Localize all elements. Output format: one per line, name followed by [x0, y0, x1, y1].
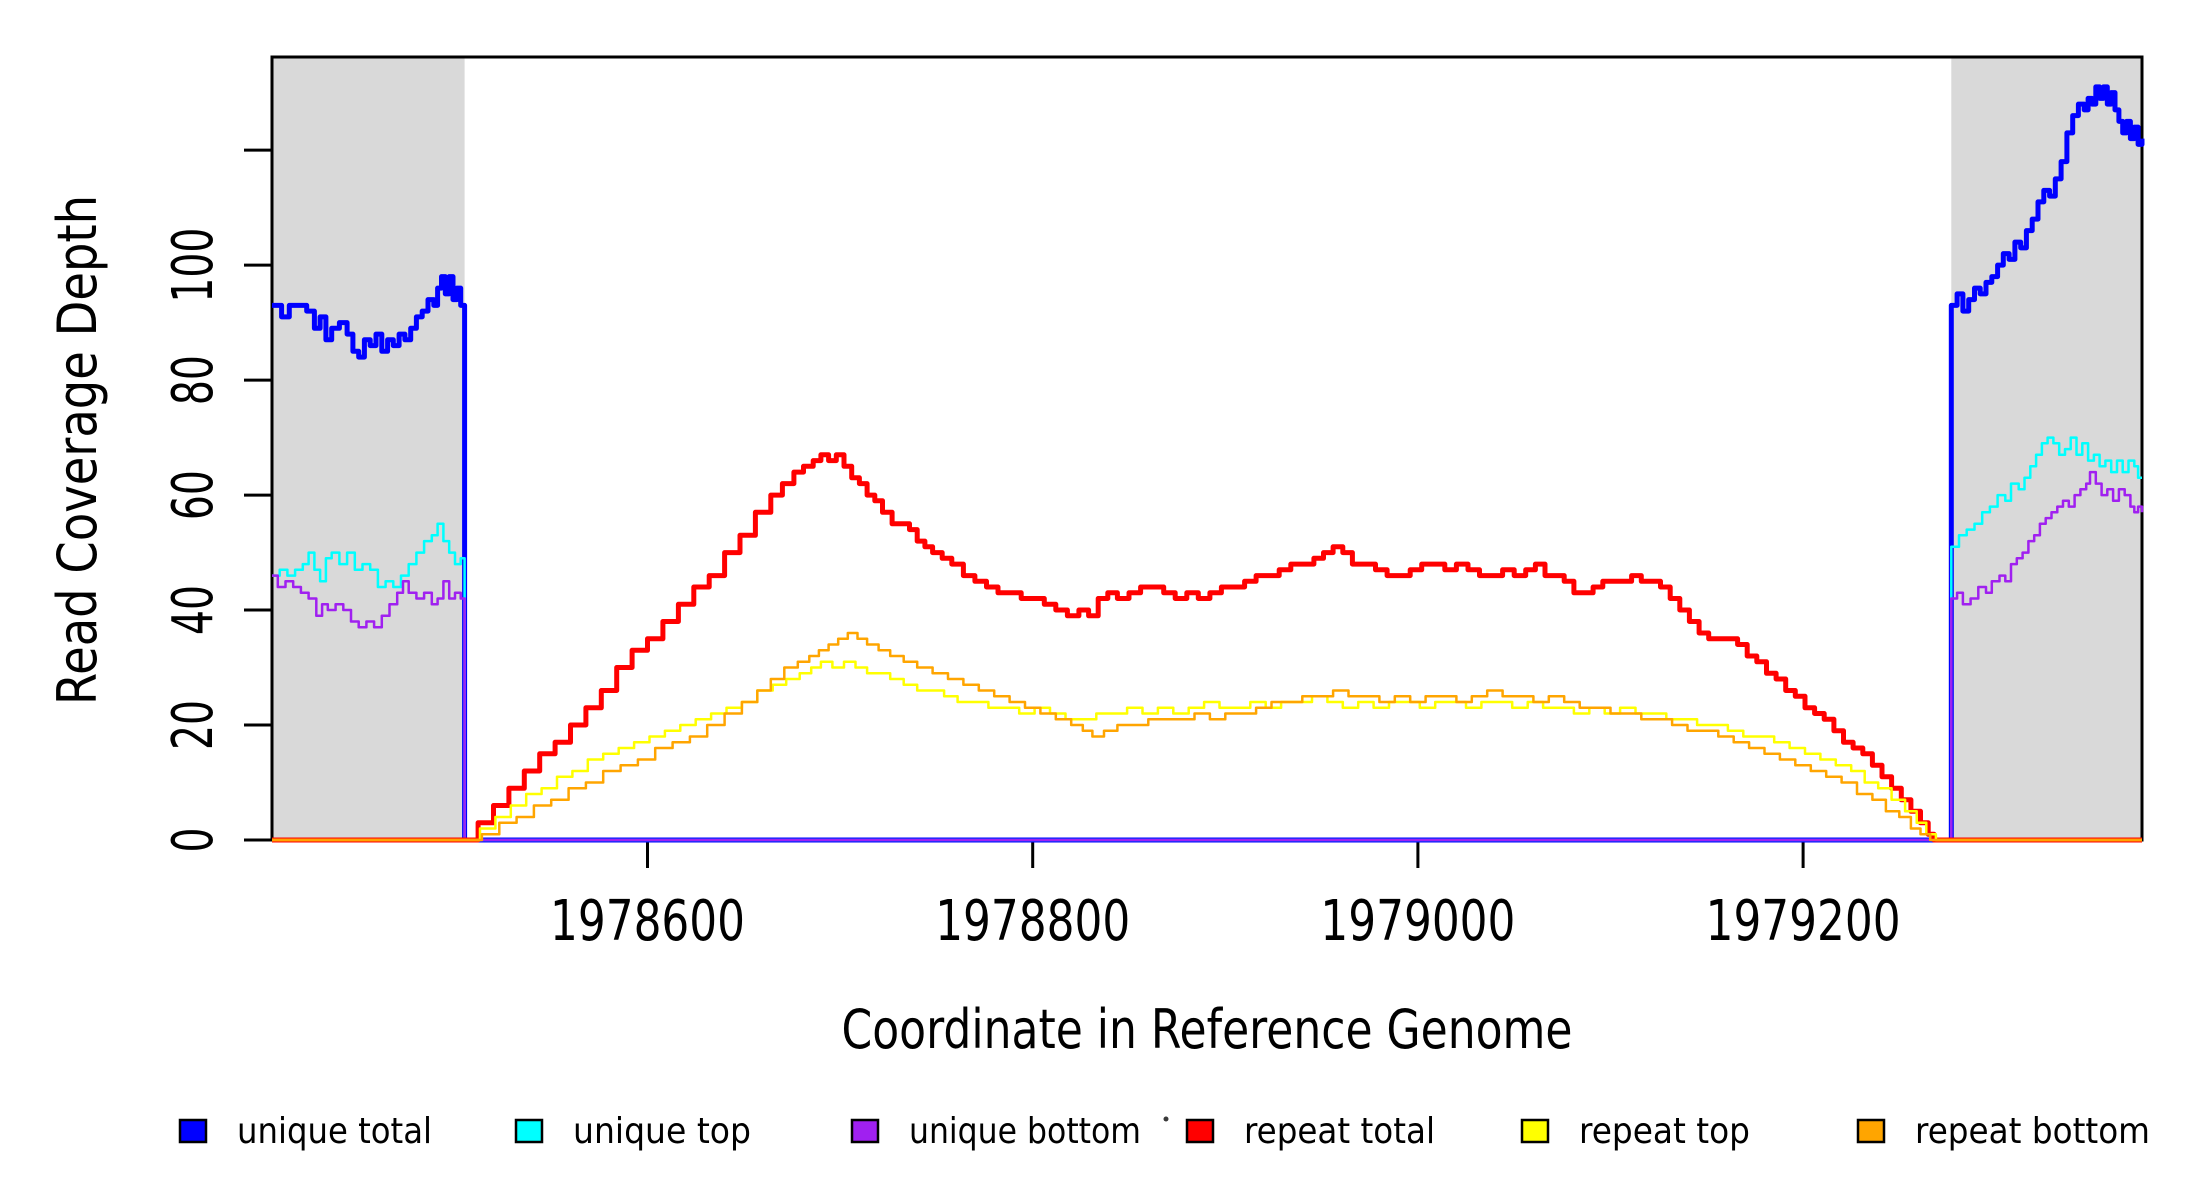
legend-swatch-unique-bottom	[850, 1118, 880, 1144]
shaded-region-right-unique-flank	[1951, 57, 2142, 840]
y-tick-label-100: 100	[161, 228, 226, 303]
y-tick-label-60: 60	[161, 470, 226, 520]
axis-tick-labels-layer: 1978600 1978800 1979000 1979200 0 20 40 60 80 100	[161, 228, 1901, 954]
legend-label-unique-bottom: unique bottom	[909, 1111, 1141, 1152]
series-line-repeat-bottom	[272, 631, 2142, 842]
legend-label-unique-top: unique top	[573, 1111, 751, 1152]
legend-swatch-repeat-total	[1185, 1118, 1215, 1144]
series-line-repeat-total	[272, 452, 2142, 843]
series-lines-layer	[272, 84, 2145, 843]
series-line-unique-top	[272, 436, 2142, 842]
legend-swatch-repeat-bottom	[1856, 1118, 1886, 1144]
x-tick-label-1979200: 1979200	[1706, 889, 1901, 954]
legend-label-repeat-bottom: repeat bottom	[1915, 1111, 2150, 1152]
legend-label-repeat-total: repeat total	[1244, 1111, 1435, 1152]
legend-item-unique-top: unique top	[514, 1111, 751, 1152]
legend-item-repeat-total: repeat total	[1185, 1111, 1435, 1152]
plot-box-layer	[270, 55, 2144, 842]
x-tick-label-1979000: 1979000	[1320, 889, 1515, 954]
legend-item-repeat-top: repeat top	[1520, 1111, 1750, 1152]
plot-box	[270, 55, 2144, 842]
legend: unique total unique top unique bottom repea…	[178, 1111, 2150, 1152]
y-axis-title: Read Coverage Depth	[46, 195, 109, 705]
y-tick-label-0: 0	[161, 828, 226, 853]
shaded-region-left-unique-flank	[272, 57, 465, 840]
series-line-unique-bottom	[272, 470, 2144, 842]
series-line-unique-total	[272, 84, 2145, 843]
x-tick-label-1978800: 1978800	[935, 889, 1130, 954]
x-tick-label-1978600: 1978600	[550, 889, 745, 954]
axis-ticks-layer	[244, 148, 1805, 868]
y-tick-label-80: 80	[161, 355, 226, 405]
shaded-regions-layer	[272, 57, 2142, 840]
legend-item-repeat-bottom: repeat bottom	[1856, 1111, 2150, 1152]
legend-label-repeat-top: repeat top	[1579, 1111, 1750, 1152]
y-tick-label-20: 20	[161, 700, 226, 750]
stray-dot-artifact	[1163, 1116, 1169, 1122]
legend-swatch-repeat-top	[1520, 1118, 1550, 1144]
legend-swatch-unique-top	[514, 1118, 544, 1144]
legend-swatch-unique-total	[178, 1118, 208, 1144]
y-tick-label-40: 40	[161, 585, 226, 635]
x-axis-title: Coordinate in Reference Genome	[842, 998, 1573, 1061]
legend-item-unique-total: unique total	[178, 1111, 432, 1152]
series-line-repeat-top	[272, 660, 2142, 842]
legend-item-unique-bottom: unique bottom	[850, 1111, 1141, 1152]
legend-label-unique-total: unique total	[237, 1111, 432, 1152]
